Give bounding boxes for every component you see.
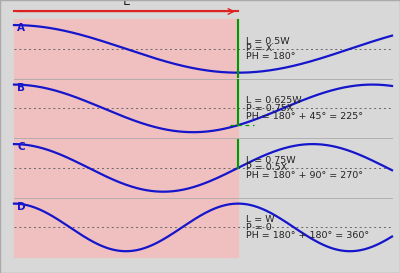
Text: PH = 180° + 45° = 225°: PH = 180° + 45° = 225° [246,112,363,121]
Text: A: A [17,23,25,33]
Text: P = 0.5X: P = 0.5X [246,164,287,172]
Text: L = 0.625W: L = 0.625W [246,96,302,105]
Text: L = 0.5W: L = 0.5W [246,37,290,46]
Text: D: D [17,202,26,212]
Text: PH = 180° + 180° = 360°: PH = 180° + 180° = 360° [246,231,369,240]
Text: L = 0.75W: L = 0.75W [246,156,296,165]
Text: PH = 180°: PH = 180° [246,52,296,61]
Text: P = 0.75X: P = 0.75X [246,104,293,113]
Text: C: C [17,142,25,152]
Text: L: L [122,0,130,8]
Text: P = X: P = X [246,44,272,53]
Text: B: B [17,83,25,93]
Text: PH = 180° + 90° = 270°: PH = 180° + 90° = 270° [246,171,363,180]
Text: P = 0: P = 0 [246,223,272,232]
Text: L = W: L = W [246,215,275,224]
